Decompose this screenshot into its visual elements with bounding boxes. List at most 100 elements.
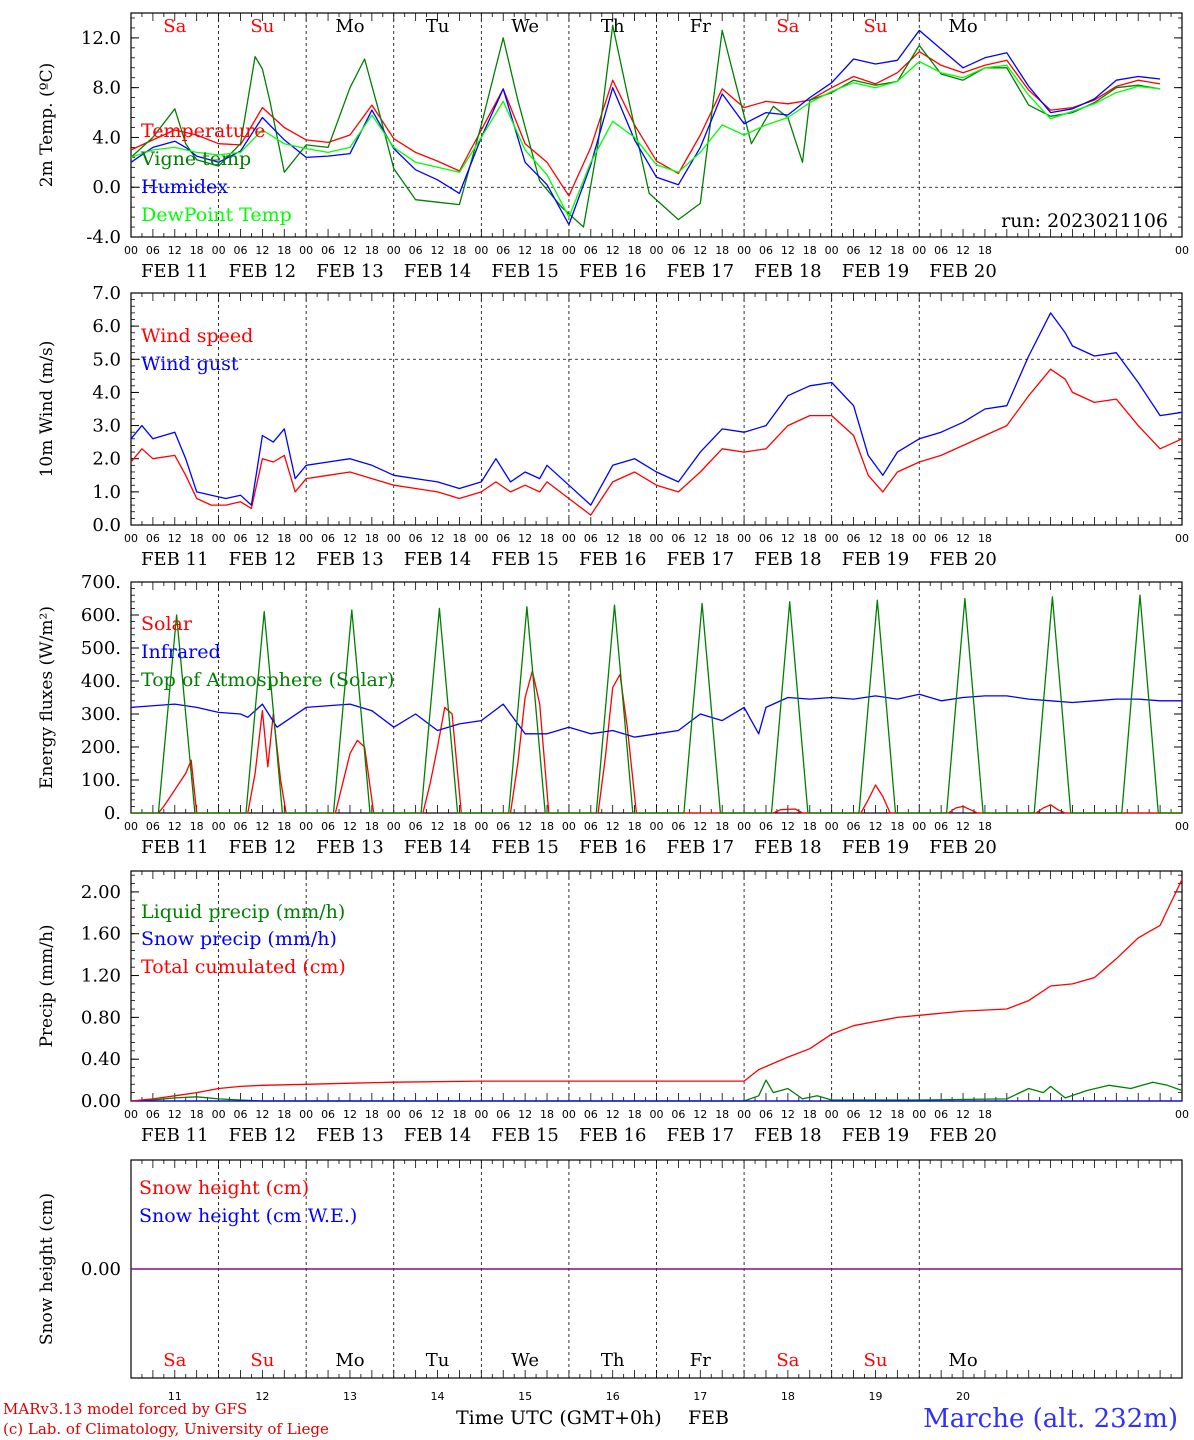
hour-tick-label: 00 <box>212 532 226 545</box>
hour-tick-label: 00 <box>124 532 138 545</box>
hour-tick-label: 06 <box>146 532 160 545</box>
hour-tick-label: 00 <box>912 1108 926 1121</box>
date-label: FEB 19 <box>842 837 909 858</box>
series-line <box>131 594 1182 814</box>
y-tick-label: 300. <box>81 704 121 725</box>
weekday-label: Tu <box>426 16 450 37</box>
hour-tick-label: 00 <box>299 1108 313 1121</box>
y-tick-label: 4.0 <box>92 127 121 148</box>
hour-tick-label: 18 <box>277 820 291 833</box>
series-line <box>131 670 1182 814</box>
hour-tick-label: 18 <box>365 820 379 833</box>
weekday-label: Mo <box>948 16 977 37</box>
date-label: FEB 20 <box>929 261 996 282</box>
hour-tick-label: 06 <box>321 244 335 257</box>
hour-tick-label: 00 <box>387 244 401 257</box>
y-tick-label: 0.0 <box>92 177 121 198</box>
hour-tick-label: 00 <box>912 244 926 257</box>
hour-tick-label: 12 <box>693 820 707 833</box>
day-number-label: 12 <box>255 1390 269 1403</box>
hour-tick-label: 06 <box>409 244 423 257</box>
hour-tick-label: 12 <box>868 532 882 545</box>
hour-tick-label: 12 <box>781 1108 795 1121</box>
series-line <box>130 368 1183 516</box>
weekday-label: Sa <box>776 16 799 37</box>
date-label: FEB 15 <box>491 261 558 282</box>
hour-tick-label: 12 <box>168 532 182 545</box>
date-label: FEB 18 <box>754 549 821 570</box>
hour-tick-label: 00 <box>562 532 576 545</box>
y-tick-label: 2.0 <box>92 449 121 470</box>
hour-tick-label: 00 <box>650 244 664 257</box>
footer-model: MARv3.13 model forced by GFS <box>3 1400 247 1418</box>
y-tick-label: 12.0 <box>81 28 121 49</box>
legend-entry: Vigne temp <box>140 148 251 170</box>
day-number-label: 18 <box>781 1390 795 1403</box>
hour-tick-label: 12 <box>606 820 620 833</box>
hour-tick-label: 06 <box>847 820 861 833</box>
series-line <box>130 693 1182 738</box>
hour-tick-label: 18 <box>190 820 204 833</box>
series-line <box>130 60 1161 218</box>
date-label: FEB 18 <box>754 837 821 858</box>
hour-tick-label: 00 <box>650 1108 664 1121</box>
hour-tick-label: 18 <box>803 532 817 545</box>
hour-tick-label: 00 <box>474 244 488 257</box>
hour-tick-label: 00 <box>912 532 926 545</box>
date-label: FEB 16 <box>579 1125 646 1146</box>
weekday-label: Su <box>863 1350 887 1371</box>
date-label: FEB 11 <box>141 549 208 570</box>
hour-tick-label: 18 <box>715 532 729 545</box>
hour-tick-label: 18 <box>452 1108 466 1121</box>
hour-tick-label: 06 <box>321 1108 335 1121</box>
hour-tick-label: 06 <box>146 1108 160 1121</box>
hour-tick-label: 18 <box>540 820 554 833</box>
hour-tick-label: 18 <box>452 820 466 833</box>
y-tick-label: 4.0 <box>92 382 121 403</box>
hour-tick-label: 06 <box>584 532 598 545</box>
hour-tick-label: 12 <box>343 244 357 257</box>
hour-tick-label: 00 <box>650 820 664 833</box>
legend-entry: Wind speed <box>141 325 253 347</box>
hour-tick-label: 06 <box>321 532 335 545</box>
hour-tick-label: 00 <box>912 820 926 833</box>
hour-tick-label: 18 <box>365 244 379 257</box>
hour-tick-label: 06 <box>409 532 423 545</box>
hour-tick-label: 18 <box>628 244 642 257</box>
hour-tick-label: 00 <box>1175 1108 1189 1121</box>
hour-tick-label: 00 <box>737 1108 751 1121</box>
date-label: FEB 13 <box>316 549 383 570</box>
date-label: FEB 20 <box>929 837 996 858</box>
y-tick-label: 7.0 <box>92 283 121 304</box>
hour-tick-label: 18 <box>277 532 291 545</box>
x-axis-month: FEB <box>688 1407 729 1429</box>
hour-tick-label: 18 <box>452 532 466 545</box>
weekday-label: Su <box>250 1350 274 1371</box>
date-label: FEB 17 <box>667 261 734 282</box>
hour-tick-label: 18 <box>365 1108 379 1121</box>
hour-tick-label: 00 <box>825 820 839 833</box>
hour-tick-label: 18 <box>715 1108 729 1121</box>
legend-entry: Top of Atmosphere (Solar) <box>141 669 394 691</box>
date-label: FEB 16 <box>579 261 646 282</box>
hour-tick-label: 06 <box>934 1108 948 1121</box>
legend-entry: Total cumulated (cm) <box>141 956 346 978</box>
y-tick-label: 6.0 <box>92 316 121 337</box>
date-label: FEB 13 <box>316 1125 383 1146</box>
date-label: FEB 16 <box>579 549 646 570</box>
y-tick-label: 0.0 <box>92 515 121 536</box>
hour-tick-label: 00 <box>474 820 488 833</box>
day-number-label: 14 <box>431 1390 445 1403</box>
hour-tick-label: 12 <box>956 532 970 545</box>
hour-tick-label: 06 <box>847 1108 861 1121</box>
date-label: FEB 19 <box>842 261 909 282</box>
panel-3: 0.00 0.40 0.80 1.20 1.60 2.00 Precip (mm/h) Liq… <box>37 870 1189 1146</box>
day-number-label: 19 <box>868 1390 882 1403</box>
hour-tick-label: 00 <box>474 532 488 545</box>
hour-tick-label: 06 <box>934 532 948 545</box>
date-label: FEB 12 <box>229 261 296 282</box>
date-label: FEB 17 <box>667 1125 734 1146</box>
y-tick-label: 1.20 <box>81 966 121 987</box>
y-tick-label: 0.80 <box>81 1007 121 1028</box>
hour-tick-label: 06 <box>759 532 773 545</box>
